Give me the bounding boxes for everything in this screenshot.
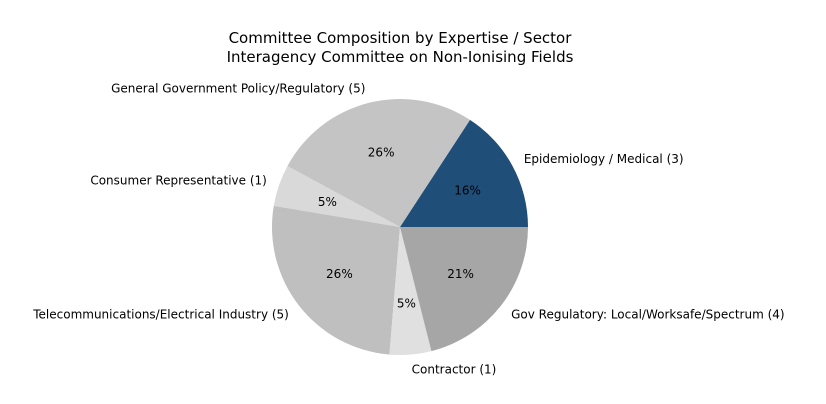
pie-slice	[287, 99, 471, 227]
slice-percent-label: 16%	[454, 183, 481, 197]
slice-percent-label: 21%	[447, 267, 474, 281]
slice-percent-label: 5%	[318, 195, 337, 209]
slice-percent-label: 5%	[397, 297, 416, 311]
pie-slice	[273, 166, 400, 227]
slice-category-label: General Government Policy/Regulatory (5)	[111, 82, 365, 96]
slice-category-label: Consumer Representative (1)	[90, 174, 267, 188]
pie-percent-labels: 16% 26% 5% 26% 5% 21%	[318, 146, 481, 311]
chart-subtitle: Interagency Committee on Non-Ionising Fi…	[227, 48, 574, 66]
pie-slice	[400, 119, 528, 227]
slice-category-label: Contractor (1)	[412, 362, 497, 376]
slice-percent-label: 26%	[368, 146, 395, 160]
slice-category-label: Epidemiology / Medical (3)	[524, 152, 684, 166]
slice-percent-label: 26%	[326, 267, 353, 281]
slice-category-label: Gov Regulatory: Local/Worksafe/Spectrum …	[511, 308, 784, 322]
pie-slice	[400, 227, 528, 352]
pie-slices	[272, 99, 528, 355]
pie-category-labels: Epidemiology / Medical (3) General Govern…	[32, 82, 784, 377]
chart-title: Committee Composition by Expertise / Sec…	[229, 29, 573, 47]
pie-slice	[389, 227, 432, 355]
pie-slice	[272, 205, 400, 355]
slice-category-label: Telecommunications/Electrical Industry (…	[32, 308, 289, 322]
